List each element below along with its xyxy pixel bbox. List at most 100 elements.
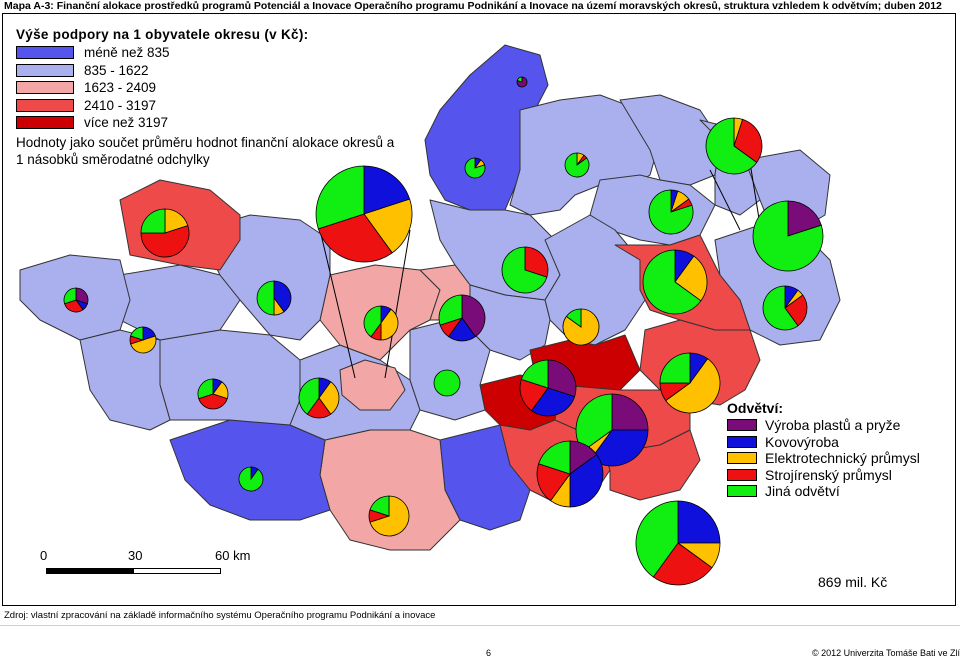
- district-pie: [516, 76, 528, 88]
- scale-label: 60 km: [215, 548, 251, 563]
- support-legend-note: Hodnoty jako součet průměru hodnot finan…: [16, 134, 395, 167]
- district-pie: [501, 246, 549, 294]
- legend-swatch: [727, 468, 757, 481]
- district-pie: [197, 378, 229, 410]
- district-pie: [129, 326, 157, 354]
- pie-slice: [547, 359, 577, 398]
- support-legend-item: více než 3197: [16, 114, 396, 132]
- pie-slice: [516, 76, 523, 83]
- pie-slice: [648, 189, 694, 235]
- support-legend-item: 835 - 1622: [16, 62, 396, 80]
- map-frame: Mapa A-3: Finanční alokace prostředků pr…: [2, 0, 956, 606]
- pie-slice: [63, 287, 77, 305]
- map-border: [2, 13, 956, 606]
- district-pie: [705, 117, 763, 175]
- pie-slice: [464, 157, 486, 179]
- copyright: © 2012 Univerzita Tomáše Bati ve Zlíně: [812, 648, 960, 658]
- sector-legend-heading: Odvětví:: [727, 400, 784, 416]
- scale-graphic: [46, 568, 221, 574]
- pie-slice: [315, 165, 365, 230]
- sector-legend-item: Strojírenský průmysl: [727, 467, 920, 484]
- pie-slice: [569, 454, 604, 508]
- legend-label: Jiná odvětví: [765, 483, 840, 500]
- district-jihlava: [119, 264, 241, 341]
- support-legend: Výše podpory na 1 obyvatele okresu (v Kč…: [16, 27, 396, 168]
- legend-swatch: [727, 452, 757, 465]
- district-pie: [238, 466, 264, 492]
- district-pie: [63, 287, 89, 313]
- pie-slice: [298, 377, 320, 415]
- pie-slice: [318, 381, 340, 415]
- scale-label: 0: [40, 548, 48, 563]
- pie-slice: [652, 542, 713, 586]
- sector-legend-item: Výroba plastů a pryže: [727, 417, 920, 434]
- pie-slice: [565, 308, 582, 328]
- pie-slice: [130, 326, 144, 341]
- legend-swatch: [727, 419, 757, 432]
- pie-slice: [198, 393, 228, 410]
- district-pie: [642, 249, 708, 315]
- pie-slice: [363, 165, 411, 215]
- pie-slice: [256, 280, 275, 316]
- support-legend-item: 1623 - 2409: [16, 79, 396, 97]
- pie-slice: [363, 198, 413, 254]
- pie-slice: [642, 249, 702, 315]
- pie-slice: [363, 305, 382, 338]
- legend-swatch: [16, 63, 74, 77]
- pie-slice: [611, 393, 649, 431]
- district-brno-mesto: [339, 359, 406, 411]
- district-pie: [363, 305, 399, 341]
- pie-slice: [501, 246, 548, 294]
- district-pie: [575, 393, 649, 467]
- pie-slice: [530, 387, 576, 417]
- district-pie: [433, 369, 461, 397]
- pie-slice: [197, 378, 214, 400]
- pie-slice: [520, 359, 549, 389]
- district-pie: [762, 285, 808, 331]
- legend-label: 835 - 1622: [84, 62, 149, 78]
- legend-label: Strojírenský průmysl: [765, 466, 892, 483]
- pie-slice: [461, 294, 486, 338]
- district-pie: [464, 157, 486, 179]
- pie-slice: [762, 285, 799, 331]
- pie-slice: [433, 369, 461, 397]
- footer-divider: [0, 625, 960, 626]
- pie-slice: [733, 118, 763, 164]
- pie-slice: [659, 352, 691, 384]
- support-legend-heading: Výše podpory na 1 obyvatele okresu (v Kč…: [16, 27, 309, 42]
- district-pie: [368, 495, 410, 537]
- pie-scale-label: 869 mil. Kč: [818, 574, 888, 590]
- pie-slice: [705, 117, 758, 175]
- pie-slice: [438, 294, 463, 326]
- pie-slice: [635, 500, 679, 578]
- pie-slice: [238, 466, 264, 492]
- district-pie: [635, 500, 721, 586]
- district-pie: [536, 440, 604, 508]
- page-number: 6: [486, 648, 492, 658]
- district-pie: [659, 352, 721, 414]
- legend-label: 2410 - 3197: [84, 97, 157, 113]
- district-pie: [256, 280, 292, 316]
- scale-label: 30: [128, 548, 143, 563]
- sector-legend-item: Jiná odvětví: [727, 483, 920, 500]
- pie-slice: [677, 500, 721, 544]
- pie-slice: [524, 246, 549, 278]
- pie-slice: [564, 152, 590, 178]
- pie-slice: [787, 200, 822, 237]
- legend-swatch: [16, 81, 74, 95]
- pie-slice: [380, 308, 399, 341]
- district-pie: [315, 165, 413, 263]
- legend-swatch: [727, 435, 757, 448]
- district-pie: [438, 294, 486, 342]
- district-uh-brod: [599, 429, 701, 501]
- pie-slice: [665, 358, 721, 414]
- pie-slice: [317, 213, 393, 263]
- pie-slice: [273, 280, 292, 313]
- sector-legend-item: Kovovýroba: [727, 434, 920, 451]
- legend-label: Kovovýroba: [765, 433, 839, 450]
- pie-slice: [538, 440, 571, 475]
- legend-label: méně než 835: [84, 45, 170, 61]
- legend-swatch: [727, 485, 757, 498]
- legend-swatch: [16, 116, 74, 130]
- legend-swatch: [16, 98, 74, 112]
